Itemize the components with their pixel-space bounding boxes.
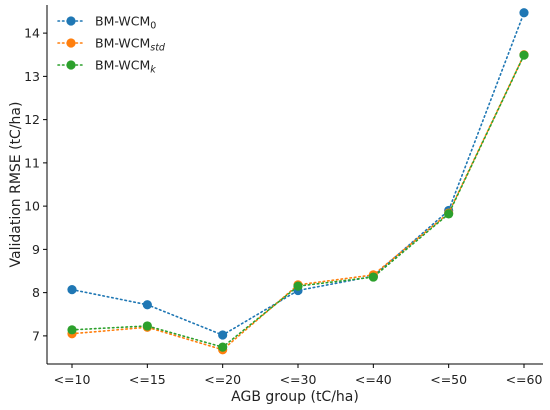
legend-label-main: BM-WCM	[95, 14, 150, 29]
y-tick-label: 7	[32, 328, 40, 343]
legend-label: BM-WCM0	[95, 14, 156, 32]
x-tick-label: <=20	[204, 372, 241, 387]
legend-entry: BM-WCMstd	[57, 36, 166, 54]
x-tick-label: <=50	[430, 372, 467, 387]
y-tick-label: 11	[24, 155, 40, 170]
legend-marker	[66, 38, 76, 48]
legend-label-subscript: std	[150, 43, 166, 54]
series-2	[67, 50, 529, 352]
x-tick-label: <=40	[355, 372, 392, 387]
x-axis-title: AGB group (tC/ha)	[231, 389, 359, 405]
legend-entry: BM-WCMk	[57, 58, 156, 76]
legend-marker	[66, 16, 76, 26]
data-point	[218, 342, 228, 352]
y-tick-label: 9	[32, 242, 40, 257]
data-point	[142, 321, 152, 331]
legend-label-subscript: 0	[150, 21, 156, 32]
x-tick-label: <=15	[129, 372, 166, 387]
y-tick-label: 14	[24, 26, 40, 41]
axes: 7 8 9 10 11 12 13 14 <=10 <=15 <=20 <=30 <=40 <=50 <=6…	[24, 5, 543, 387]
y-tick-label: 8	[32, 285, 40, 300]
legend-label-main: BM-WCM	[95, 58, 150, 73]
data-point	[142, 300, 152, 310]
y-tick-label: 10	[24, 199, 40, 214]
data-point	[218, 330, 228, 340]
legend-entry: BM-WCM0	[57, 14, 156, 32]
data-point	[67, 325, 77, 335]
legend-label-main: BM-WCM	[95, 36, 150, 51]
legend-label: BM-WCMstd	[95, 36, 166, 54]
data-point	[67, 285, 77, 295]
data-point	[293, 281, 303, 291]
legend-marker	[66, 60, 76, 70]
legend-label: BM-WCMk	[95, 58, 156, 76]
data-point	[444, 209, 454, 219]
y-tick-label: 12	[24, 112, 40, 127]
y-tick-label: 13	[24, 69, 40, 84]
data-point	[519, 50, 529, 60]
x-tick-label: <=10	[54, 372, 91, 387]
data-point	[519, 8, 529, 18]
series-layer	[67, 8, 529, 355]
x-tick-label: <=60	[506, 372, 543, 387]
series-line	[71, 53, 525, 351]
x-tick-label: <=30	[280, 372, 317, 387]
legend-label-subscript: k	[150, 65, 156, 76]
data-point	[368, 272, 378, 282]
series-1	[67, 50, 529, 355]
y-axis-title: Validation RMSE (tC/ha)	[8, 102, 24, 268]
